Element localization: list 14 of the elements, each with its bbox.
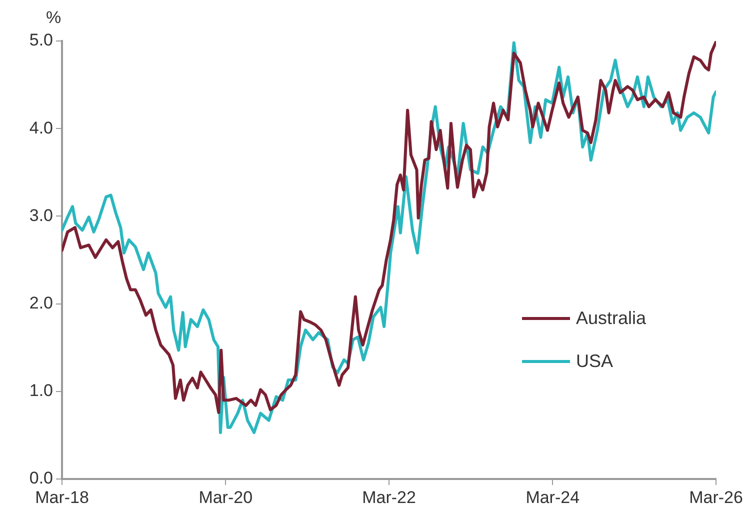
y-tick-label: 0.0 [29,468,53,488]
y-tick-label: 3.0 [29,206,53,225]
y-tick-label: 5.0 [29,30,53,50]
x-tick-label: Mar-20 [198,488,253,507]
x-tick-label: Mar-18 [35,488,89,507]
y-tick-label: 2.0 [29,293,53,312]
legend-label: Australia [576,308,646,329]
x-tick-label: Mar-24 [526,488,580,507]
y-tick-label: 4.0 [29,118,53,138]
x-tick-label: Mar-26 [689,488,743,507]
y-axis-title: % [46,8,62,28]
legend-label: USA [576,351,614,372]
x-tick-label: Mar-22 [362,488,416,507]
y-tick-label: 1.0 [29,381,53,400]
